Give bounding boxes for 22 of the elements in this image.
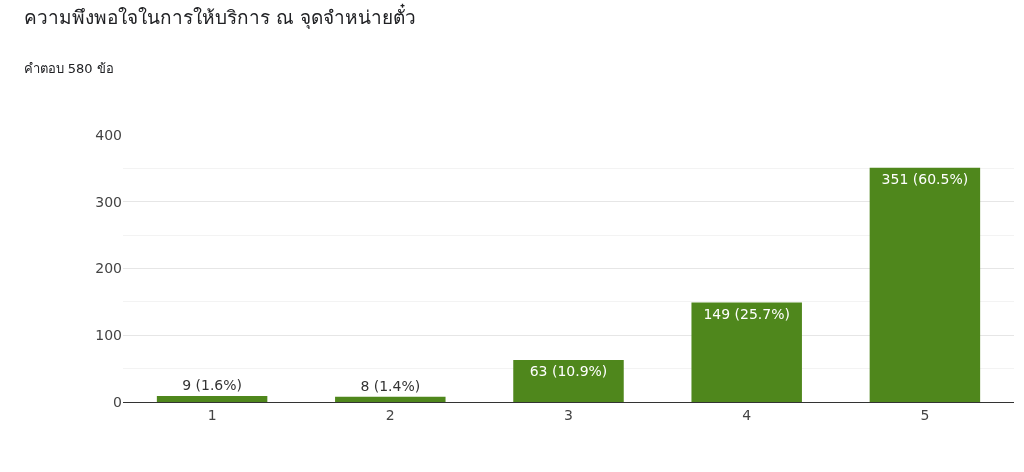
chart-subtitle: คำตอบ 580 ข้อ (23, 61, 114, 76)
y-tick-label: 0 (113, 393, 122, 410)
y-tick-label: 400 (95, 126, 122, 143)
data-label: 63 (10.9%) (529, 362, 608, 379)
data-label: 9 (1.6%) (182, 376, 243, 393)
bar (869, 167, 981, 402)
x-tick-label: 5 (920, 406, 930, 423)
y-tick-label: 100 (95, 327, 122, 344)
x-tick-label: 4 (742, 406, 752, 423)
y-tick-label: 300 (95, 193, 122, 210)
data-label: 149 (25.7%) (703, 305, 790, 322)
bar (156, 395, 268, 402)
bar (691, 302, 802, 402)
bar (513, 359, 624, 402)
data-label: 351 (60.5%) (881, 170, 969, 187)
x-tick-label: 1 (207, 406, 217, 423)
chart-title: ความพึงพอใจในการให้บริการ ณ จุดจำหน่ายตั๋ว (23, 2, 416, 30)
x-tick-label: 2 (385, 406, 395, 423)
bar (335, 396, 446, 402)
data-label: 8 (1.4%) (360, 377, 421, 394)
y-tick-label: 200 (95, 260, 122, 277)
x-tick-label: 3 (564, 406, 573, 423)
